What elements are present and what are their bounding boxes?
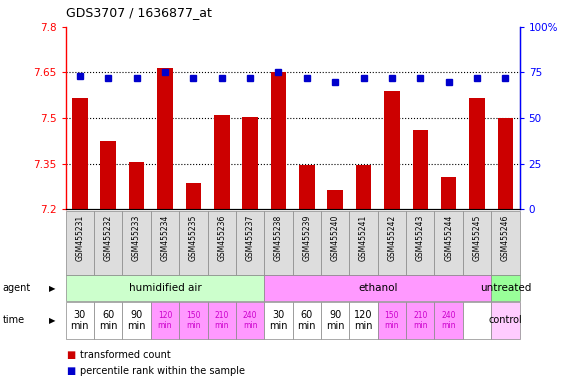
Bar xyxy=(94,302,122,339)
Text: 210
min: 210 min xyxy=(413,311,428,330)
Text: GSM455239: GSM455239 xyxy=(302,214,311,261)
Text: 30
min: 30 min xyxy=(269,310,288,331)
Bar xyxy=(264,302,292,339)
Bar xyxy=(66,211,94,275)
Bar xyxy=(384,91,400,209)
Text: 240
min: 240 min xyxy=(243,311,258,330)
Text: ■: ■ xyxy=(66,350,75,360)
Text: transformed count: transformed count xyxy=(80,350,171,360)
Bar xyxy=(179,211,207,275)
Text: GSM455243: GSM455243 xyxy=(416,214,425,261)
Bar xyxy=(293,302,321,339)
Bar xyxy=(271,73,286,209)
Bar xyxy=(242,117,258,209)
Text: ethanol: ethanol xyxy=(358,283,397,293)
Bar xyxy=(72,98,88,209)
Bar xyxy=(463,302,491,339)
Bar xyxy=(321,302,349,339)
Bar xyxy=(412,130,428,209)
Text: 60
min: 60 min xyxy=(297,310,316,331)
Text: GSM455235: GSM455235 xyxy=(189,214,198,261)
Bar xyxy=(207,302,236,339)
Bar xyxy=(491,275,520,301)
Text: GSM455242: GSM455242 xyxy=(388,214,396,261)
Bar xyxy=(264,275,491,301)
Bar xyxy=(66,275,264,301)
Bar xyxy=(441,177,456,209)
Text: ■: ■ xyxy=(66,366,75,376)
Text: 120
min: 120 min xyxy=(355,310,373,331)
Text: ▶: ▶ xyxy=(49,316,55,325)
Text: GSM455244: GSM455244 xyxy=(444,214,453,261)
Text: GSM455240: GSM455240 xyxy=(331,214,340,261)
Bar xyxy=(151,211,179,275)
Bar xyxy=(214,115,230,209)
Bar xyxy=(129,162,144,209)
Text: 150
min: 150 min xyxy=(186,311,200,330)
Text: GSM455234: GSM455234 xyxy=(160,214,170,261)
Text: untreated: untreated xyxy=(480,283,531,293)
Bar xyxy=(186,184,201,209)
Bar xyxy=(100,141,116,209)
Text: 90
min: 90 min xyxy=(326,310,344,331)
Bar xyxy=(299,165,315,209)
Bar xyxy=(157,68,173,209)
Text: time: time xyxy=(3,315,25,326)
Text: 210
min: 210 min xyxy=(215,311,229,330)
Bar xyxy=(94,211,122,275)
Bar xyxy=(321,211,349,275)
Bar xyxy=(435,211,463,275)
Text: GDS3707 / 1636877_at: GDS3707 / 1636877_at xyxy=(66,6,211,19)
Text: agent: agent xyxy=(3,283,31,293)
Bar xyxy=(207,211,236,275)
Bar xyxy=(469,98,485,209)
Bar xyxy=(151,302,179,339)
Bar xyxy=(491,302,520,339)
Text: 90
min: 90 min xyxy=(127,310,146,331)
Bar xyxy=(463,211,491,275)
Text: percentile rank within the sample: percentile rank within the sample xyxy=(80,366,245,376)
Text: GSM455238: GSM455238 xyxy=(274,214,283,261)
Text: GSM455246: GSM455246 xyxy=(501,214,510,261)
Bar xyxy=(236,211,264,275)
Bar xyxy=(122,211,151,275)
Bar xyxy=(378,211,406,275)
Text: control: control xyxy=(489,315,522,326)
Text: humidified air: humidified air xyxy=(128,283,202,293)
Bar xyxy=(406,302,435,339)
Bar xyxy=(236,302,264,339)
Bar xyxy=(491,211,520,275)
Bar xyxy=(293,211,321,275)
Text: GSM455245: GSM455245 xyxy=(473,214,481,261)
Bar xyxy=(264,211,292,275)
Bar xyxy=(349,211,378,275)
Bar xyxy=(406,211,435,275)
Bar xyxy=(122,302,151,339)
Bar xyxy=(356,165,371,209)
Text: GSM455232: GSM455232 xyxy=(104,214,112,261)
Text: GSM455237: GSM455237 xyxy=(246,214,255,261)
Text: GSM455233: GSM455233 xyxy=(132,214,141,261)
Text: GSM455241: GSM455241 xyxy=(359,214,368,261)
Text: 150
min: 150 min xyxy=(385,311,399,330)
Text: 120
min: 120 min xyxy=(158,311,172,330)
Bar xyxy=(327,190,343,209)
Text: GSM455231: GSM455231 xyxy=(75,214,85,261)
Bar xyxy=(378,302,406,339)
Text: ▶: ▶ xyxy=(49,284,55,293)
Bar xyxy=(497,118,513,209)
Text: 60
min: 60 min xyxy=(99,310,118,331)
Bar xyxy=(66,302,94,339)
Bar xyxy=(349,302,378,339)
Bar xyxy=(179,302,207,339)
Text: 30
min: 30 min xyxy=(71,310,89,331)
Text: 240
min: 240 min xyxy=(441,311,456,330)
Text: GSM455236: GSM455236 xyxy=(217,214,226,261)
Bar xyxy=(435,302,463,339)
